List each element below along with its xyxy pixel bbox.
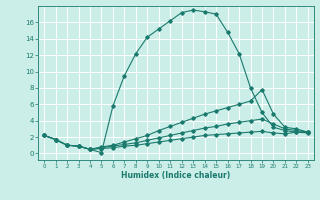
X-axis label: Humidex (Indice chaleur): Humidex (Indice chaleur) (121, 171, 231, 180)
